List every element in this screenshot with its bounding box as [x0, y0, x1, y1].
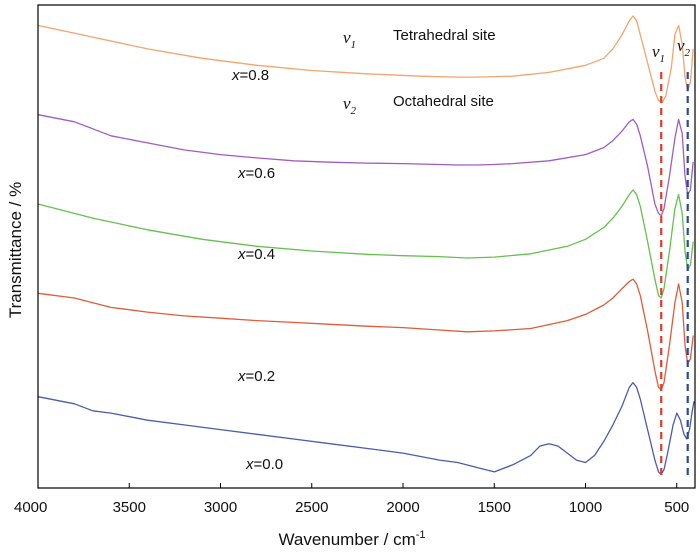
x-tick-label-6: 1000: [569, 499, 602, 516]
series-label-value: =0.0: [254, 456, 284, 473]
nu2-description: Octahedral site: [393, 93, 494, 110]
x-tick-label-4: 2000: [386, 499, 419, 516]
series-label-1: x=0.6: [237, 165, 275, 182]
series-line-3: [37, 278, 694, 391]
marker2-symbol: ν: [677, 36, 685, 55]
x-tick-label-1: 3500: [113, 499, 146, 516]
marker1-symbol: ν: [652, 42, 660, 61]
series-label-value: =0.2: [246, 368, 276, 385]
series-label-value: =0.4: [246, 246, 276, 263]
x-tick-label-5: 1500: [478, 499, 511, 516]
legend-annotation-nu2: ν2 Octahedral site: [343, 93, 494, 117]
y-axis-title: Transmittance / %: [6, 182, 25, 318]
series-label-2: x=0.4: [237, 246, 275, 263]
series-line-0: [37, 15, 694, 104]
x-axis-title-text: Wavenumber / cm: [278, 530, 415, 549]
x-tick-label-0: 4000: [14, 499, 47, 516]
series-label-4: x=0.0: [245, 456, 283, 473]
nu1-description: Tetrahedral site: [393, 27, 496, 44]
x-tick-label-7: 500: [664, 499, 689, 516]
marker2-subscript: 2: [685, 47, 691, 59]
plot-frame: [37, 4, 696, 489]
series-label-value: =0.8: [240, 67, 270, 84]
svg-text:ν2: ν2: [343, 94, 357, 117]
series-group: [37, 15, 695, 475]
svg-text:ν1: ν1: [343, 28, 356, 51]
nu1-subscript: 1: [351, 39, 357, 51]
legend-annotation-nu1: ν1 Tetrahedral site: [343, 27, 496, 51]
series-line-2: [37, 189, 694, 299]
x-tick-label-3: 2500: [295, 499, 328, 516]
series-label-value: =0.6: [246, 165, 276, 182]
band-marker-lines: [660, 72, 689, 476]
nu2-band-marker: ν2: [677, 36, 691, 59]
series-label-0: x=0.8: [231, 67, 269, 84]
x-axis-title-superscript: -1: [416, 529, 426, 541]
series-line-1: [37, 114, 694, 217]
series-label-var: x: [231, 67, 240, 84]
nu1-band-marker: ν1: [652, 42, 665, 65]
nu1-symbol: ν: [343, 28, 351, 47]
series-label-var: x: [237, 246, 246, 263]
series-label-3: x=0.2: [237, 368, 275, 385]
nu2-symbol: ν: [343, 94, 351, 113]
series-label-var: x: [237, 368, 246, 385]
series-label-var: x: [245, 456, 254, 473]
series-label-var: x: [237, 165, 246, 182]
x-axis-ticks: 4000 3500 3000 2500 2000 1500 1000 500: [14, 483, 689, 516]
x-tick-label-2: 3000: [204, 499, 237, 516]
x-axis-title: Wavenumber / cm-1: [278, 529, 425, 549]
series-labels: x=0.8x=0.6x=0.4x=0.2x=0.0: [231, 67, 283, 473]
marker1-subscript: 1: [660, 53, 666, 65]
series-line-4: [37, 381, 695, 475]
nu2-subscript: 2: [351, 105, 357, 117]
